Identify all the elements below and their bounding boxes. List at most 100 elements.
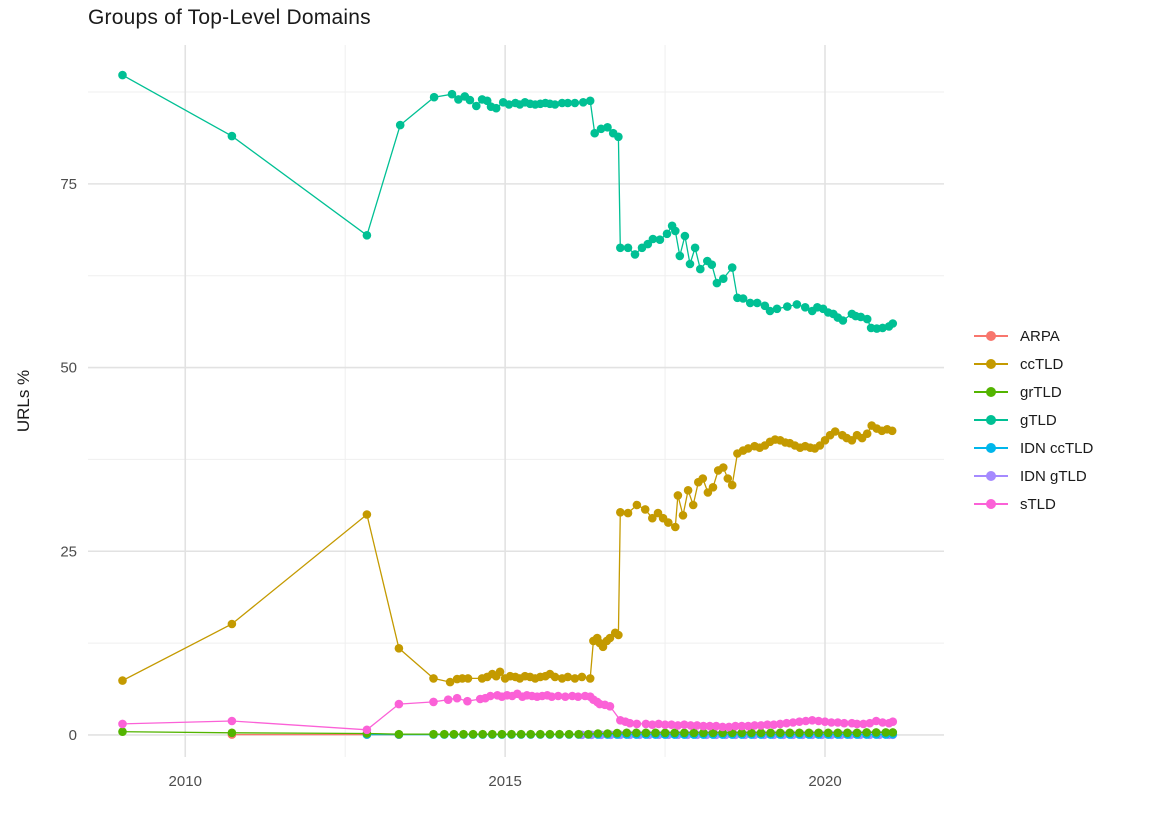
series-point-stld [782, 718, 791, 728]
series-point-cctld [664, 518, 673, 527]
series-point-grtld [118, 727, 127, 736]
series-point-cctld [723, 474, 733, 483]
legend-label: gTLD [1020, 411, 1057, 429]
chart-title: Groups of Top-Level Domains [88, 6, 371, 29]
series-point-stld [852, 719, 862, 729]
series-point-grtld [747, 728, 756, 738]
legend-item-idn-cctld: IDN ccTLD [974, 434, 1093, 462]
series-point-stld [632, 719, 642, 729]
series-point-stld [561, 692, 570, 701]
series-point-grtld [227, 728, 237, 738]
series-point-stld [795, 717, 804, 726]
series-point-grtld [488, 729, 497, 739]
series-point-grtld [641, 728, 651, 738]
legend-key-icon [974, 415, 1008, 425]
legend-label: ccTLD [1020, 355, 1064, 373]
x-tick-label: 2020 [808, 773, 841, 790]
series-point-gtld [465, 95, 475, 105]
series-point-stld [801, 716, 811, 726]
legend-key-icon [974, 387, 1008, 397]
series-point-stld [625, 718, 635, 728]
legend-key-icon [974, 471, 1008, 481]
series-point-gtld [888, 319, 898, 328]
series-point-cctld [577, 672, 587, 682]
series-point-stld [680, 720, 689, 729]
series-point-cctld [495, 667, 505, 677]
series-point-gtld [578, 98, 588, 107]
series-point-grtld [737, 728, 747, 738]
series-point-cctld [632, 500, 642, 510]
series-point-gtld [685, 259, 695, 269]
legend-label: grTLD [1020, 383, 1062, 401]
series-point-grtld [775, 728, 785, 738]
series-point-cctld [550, 672, 560, 682]
series-point-cctld [118, 676, 127, 685]
series-point-cctld [614, 630, 623, 640]
series-point-stld [648, 720, 657, 729]
series-line-gtld [122, 74, 894, 330]
series-line-cctld [122, 424, 893, 683]
legend-item-arpa: ARPA [974, 322, 1093, 350]
series-point-stld [711, 721, 721, 731]
series-point-grtld [555, 729, 564, 739]
series-point-cctld [605, 633, 615, 643]
series-point-stld [654, 719, 663, 729]
series-point-gtld [447, 89, 457, 99]
series-point-gtld [838, 316, 848, 325]
series-point-grtld [862, 728, 871, 737]
series-point-cctld [830, 427, 840, 436]
series-point-grtld [516, 729, 526, 739]
series-point-gtld [395, 120, 405, 130]
series-point-stld [775, 719, 785, 729]
y-tick-label: 0 [69, 727, 77, 744]
legend-label: IDN gTLD [1020, 467, 1087, 485]
series-point-stld [573, 692, 583, 701]
series-point-grtld [852, 728, 862, 738]
series-point-grtld [507, 729, 516, 739]
series-point-gtld [800, 303, 810, 312]
legend-label: IDN ccTLD [1020, 439, 1094, 457]
series-point-cctld [394, 644, 404, 653]
series-point-gtld [491, 103, 501, 113]
series-point-stld [769, 720, 779, 729]
series-point-stld [118, 719, 127, 729]
series-point-gtld [752, 298, 762, 308]
series-point-cctld [698, 474, 708, 483]
series-point-stld [227, 716, 237, 726]
series-point-stld [827, 718, 836, 727]
series-point-cctld [640, 505, 650, 514]
series-point-grtld [526, 729, 535, 739]
series-point-grtld [603, 729, 612, 738]
series-point-stld [814, 716, 823, 726]
legend-item-gtld: gTLD [974, 406, 1093, 434]
legend-item-grtld: grTLD [974, 378, 1093, 406]
series-point-grtld [670, 728, 679, 738]
series-point-grtld [795, 728, 804, 738]
series-point-stld [888, 717, 898, 726]
series-point-grtld [632, 728, 641, 738]
series-point-gtld [570, 98, 580, 108]
series-point-gtld [623, 243, 633, 253]
series-point-stld [820, 717, 830, 726]
x-tick-label: 2015 [488, 773, 521, 790]
series-point-grtld [497, 729, 507, 739]
series-point-stld [362, 725, 372, 735]
series-point-stld [443, 695, 453, 704]
series-point-stld [553, 691, 563, 701]
series-point-gtld [362, 231, 372, 240]
series-point-cctld [673, 491, 683, 500]
series-point-grtld [814, 728, 823, 738]
series-point-grtld [459, 729, 468, 739]
series-point-grtld [574, 729, 583, 739]
series-point-gtld [429, 92, 439, 102]
series-point-cctld [862, 429, 872, 439]
legend-key-icon [974, 359, 1008, 369]
series-point-stld [692, 721, 702, 730]
legend-key-icon [974, 499, 1008, 509]
series-point-grtld [440, 729, 449, 739]
series-point-grtld [593, 729, 603, 738]
series-point-gtld [792, 300, 802, 309]
series-point-cctld [678, 511, 688, 520]
series-point-stld [486, 691, 495, 701]
